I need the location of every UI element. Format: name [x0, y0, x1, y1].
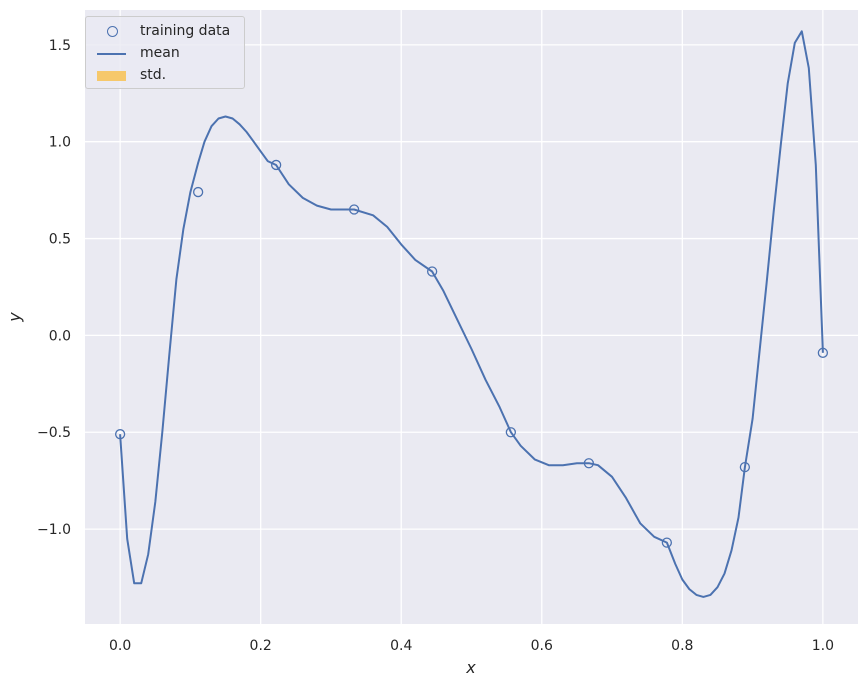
mean-line — [119, 30, 824, 598]
x-tick-labels: 0.0 0.2 0.4 0.6 0.8 1.0 — [109, 638, 834, 654]
y-tick-label: 1.5 — [49, 38, 71, 54]
x-tick-label: 0.8 — [671, 638, 693, 654]
training-point — [270, 159, 282, 171]
x-tick-label: 0.4 — [390, 638, 412, 654]
training-data-series — [114, 159, 829, 548]
training-point — [114, 429, 126, 440]
training-point — [583, 458, 595, 469]
x-axis-label: x — [465, 658, 476, 677]
y-tick-label: −0.5 — [37, 425, 71, 441]
grid-vertical — [119, 10, 824, 624]
y-tick-label: 1.0 — [49, 135, 71, 151]
legend-label-mean: mean — [140, 45, 180, 61]
x-tick-label: 0.0 — [109, 638, 131, 654]
y-tick-labels: −1.0 −0.5 0.0 0.5 1.0 1.5 — [37, 38, 71, 538]
y-axis-label: y — [5, 312, 24, 323]
x-tick-label: 0.6 — [531, 638, 553, 654]
training-point — [661, 537, 673, 548]
y-tick-label: 0.5 — [49, 232, 71, 248]
plot-background — [85, 10, 858, 624]
line-swatch-icon — [97, 53, 126, 55]
training-point — [426, 266, 438, 277]
y-tick-label: 0.0 — [49, 328, 71, 344]
circle-marker-icon — [107, 26, 118, 37]
legend-label-std: std. — [140, 67, 167, 83]
fill-swatch-icon — [97, 71, 126, 81]
legend-label-training: training data — [140, 23, 231, 39]
training-point — [739, 461, 751, 473]
training-point — [505, 427, 517, 438]
x-tick-label: 0.2 — [250, 638, 272, 654]
y-tick-label: −1.0 — [37, 522, 71, 538]
legend: training data mean std. — [85, 16, 245, 89]
x-tick-label: 1.0 — [812, 638, 834, 654]
training-point — [192, 186, 204, 198]
training-point — [817, 347, 829, 358]
training-point — [348, 204, 360, 215]
mean-series — [119, 30, 824, 598]
